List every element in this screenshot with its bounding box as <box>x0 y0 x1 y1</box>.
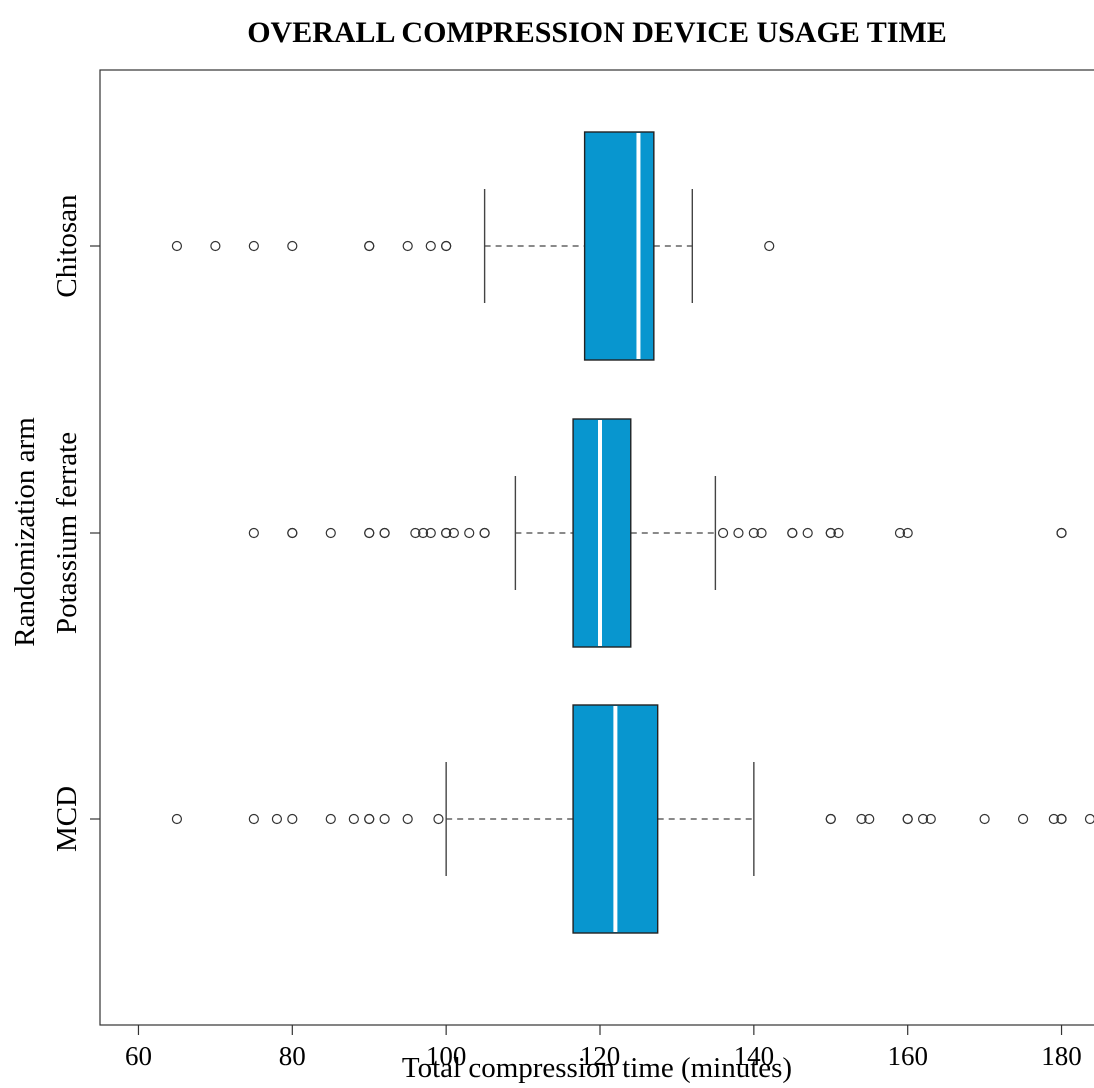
outlier-point <box>917 813 929 825</box>
outlier-point <box>979 813 990 825</box>
category-label-2: MCD <box>51 786 83 852</box>
outlier-point <box>287 240 298 252</box>
outlier-point <box>248 240 259 252</box>
category-label-0: Chitosan <box>51 194 83 298</box>
outlier-point <box>271 813 283 825</box>
outlier-point <box>925 813 936 825</box>
y-axis-label: Randomization arm <box>9 417 41 647</box>
outlier-point <box>441 240 452 252</box>
outlier-point <box>902 527 913 539</box>
outlier-point <box>441 527 452 539</box>
outlier-point <box>210 240 221 252</box>
outlier-point <box>325 813 336 825</box>
box <box>583 131 655 361</box>
x-tick-label-100: 100 <box>426 1041 467 1071</box>
outlier-point <box>325 527 336 539</box>
outlier-point <box>764 240 775 252</box>
outlier-point <box>379 527 390 539</box>
outlier-point <box>287 527 298 539</box>
outlier-point <box>733 527 744 539</box>
outlier-point <box>417 527 429 539</box>
outlier-point <box>894 527 906 539</box>
outlier-point <box>402 813 413 825</box>
outlier-point <box>748 527 759 539</box>
outlier-point <box>833 527 844 539</box>
outlier-point <box>425 527 436 539</box>
x-tick-label-80: 80 <box>279 1041 306 1071</box>
outlier-point <box>756 527 767 539</box>
category-label-1: Potassium ferrate <box>51 432 83 634</box>
outlier-point <box>802 527 813 539</box>
outlier-point <box>348 813 359 825</box>
box-group-2 <box>171 704 1094 934</box>
x-axis: 60 80 100 120 140 160 180 <box>125 1024 1082 1071</box>
outlier-point <box>248 813 259 825</box>
category-axis: Chitosan Potassium ferrate MCD <box>51 194 100 852</box>
chart-title: OVERALL COMPRESSION DEVICE USAGE TIME <box>247 16 947 49</box>
outlier-point <box>402 240 413 252</box>
outlier-point <box>448 527 459 539</box>
outlier-point <box>287 813 298 825</box>
outlier-point <box>171 240 183 252</box>
x-tick-label-160: 160 <box>887 1041 928 1071</box>
outlier-point <box>787 527 798 539</box>
outlier-point <box>1017 813 1029 825</box>
box-group-1 <box>248 418 1067 648</box>
outlier-point <box>379 813 390 825</box>
outlier-point <box>825 527 836 539</box>
outlier-point <box>425 240 436 252</box>
x-axis-label: Total compression time (minutes) <box>402 1052 792 1084</box>
x-tick-label-120: 120 <box>580 1041 621 1071</box>
outlier-point <box>1056 813 1067 825</box>
outlier-point <box>364 527 375 539</box>
outlier-point <box>410 527 421 539</box>
outlier-point <box>364 813 375 825</box>
outlier-point <box>902 813 913 825</box>
x-tick-label-180: 180 <box>1041 1041 1082 1071</box>
outlier-point <box>433 813 444 825</box>
outlier-point <box>479 527 490 539</box>
box-series <box>171 131 1094 934</box>
box-group-0 <box>171 131 775 361</box>
outlier-point <box>1048 813 1059 825</box>
x-tick-label-60: 60 <box>125 1041 152 1071</box>
outlier-point <box>856 813 867 825</box>
outlier-point <box>1056 527 1067 539</box>
outlier-point <box>248 527 259 539</box>
outlier-point <box>364 240 375 252</box>
outlier-point <box>464 527 475 539</box>
outlier-point <box>864 813 875 825</box>
outlier-point <box>171 813 183 825</box>
x-tick-label-140: 140 <box>734 1041 775 1071</box>
outlier-point <box>825 813 836 825</box>
outlier-point <box>717 527 729 539</box>
outlier-point <box>1084 813 1094 825</box>
